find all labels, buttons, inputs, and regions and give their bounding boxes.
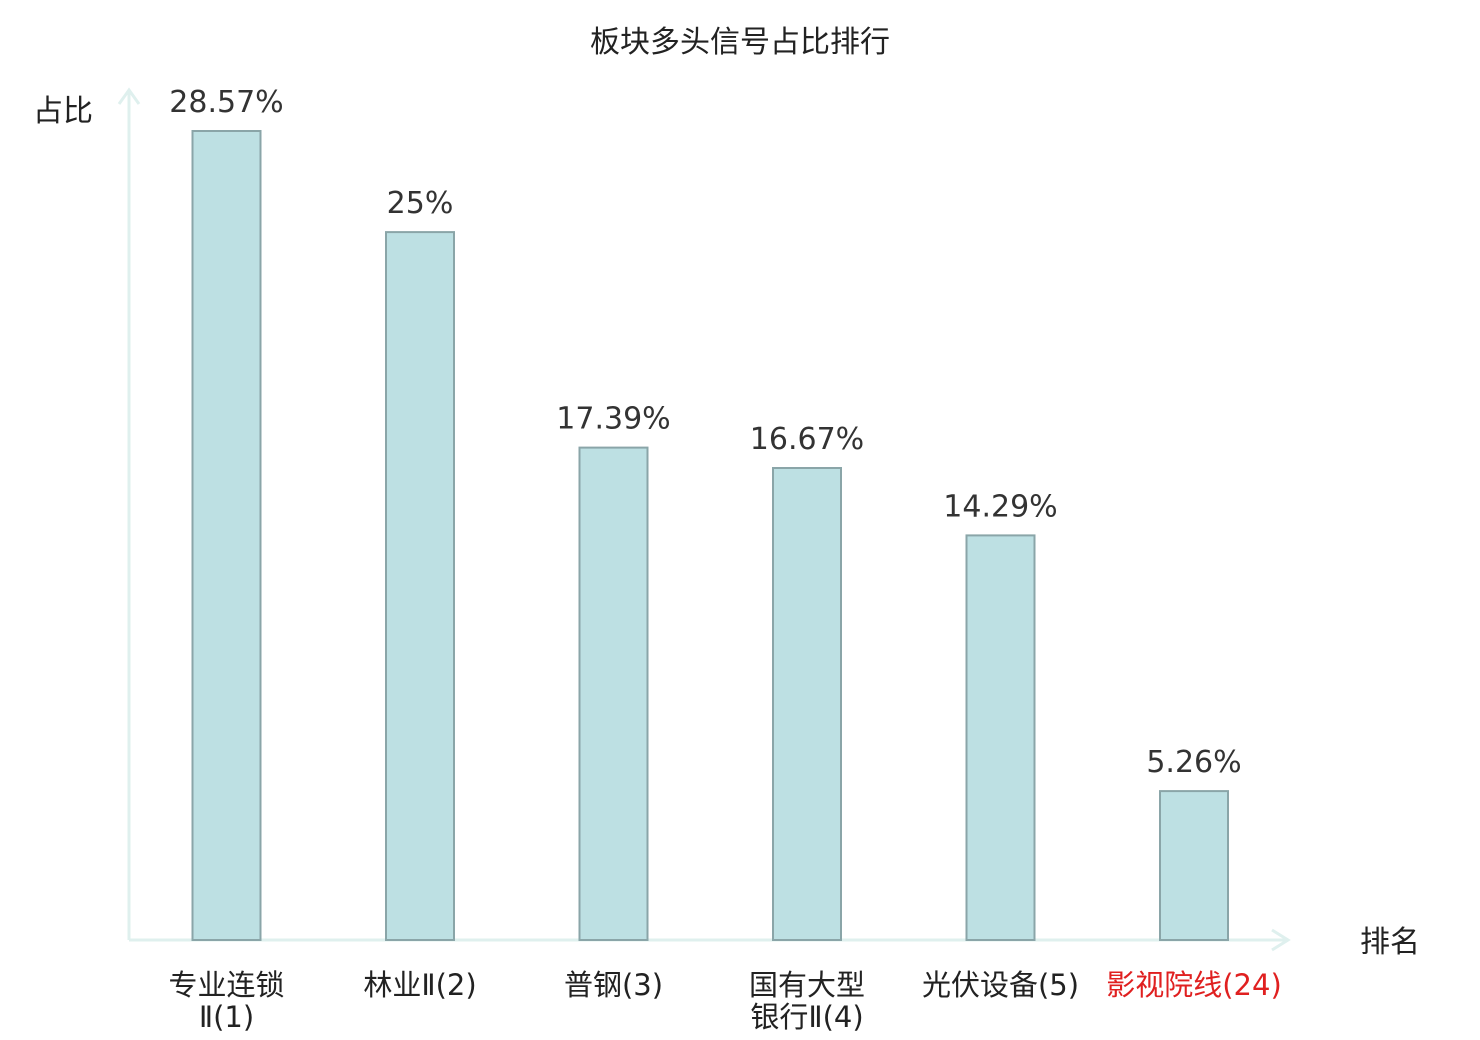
axes bbox=[117, 87, 1291, 952]
category-label: 专业连锁 bbox=[168, 968, 284, 1002]
y-axis-label: 占比 bbox=[33, 94, 93, 129]
category-label: 林业Ⅱ(2) bbox=[363, 968, 476, 1002]
chart-title: 板块多头信号占比排行 bbox=[590, 25, 890, 60]
bar bbox=[1159, 790, 1229, 941]
bar bbox=[772, 467, 842, 941]
bar-value-label: 28.57% bbox=[169, 85, 283, 120]
bar-value-label: 5.26% bbox=[1146, 745, 1241, 780]
category-label: 普钢(3) bbox=[564, 968, 663, 1002]
bar-value-label: 25% bbox=[387, 186, 454, 221]
bars-group bbox=[191, 130, 1229, 942]
bar bbox=[965, 534, 1036, 942]
category-label: Ⅱ(1) bbox=[199, 1000, 254, 1034]
bar bbox=[191, 130, 262, 941]
x-axis-label: 排名 bbox=[1360, 925, 1420, 960]
category-label: 影视院线(24) bbox=[1106, 968, 1282, 1002]
category-label: 国有大型 bbox=[749, 968, 865, 1002]
x-axis-arrow-icon bbox=[1271, 928, 1291, 952]
category-label: 银行Ⅱ(4) bbox=[750, 1000, 863, 1034]
bar bbox=[578, 446, 649, 941]
bar-value-label: 16.67% bbox=[750, 422, 864, 457]
bar-value-label: 17.39% bbox=[556, 402, 670, 437]
category-label: 光伏设备(5) bbox=[922, 968, 1079, 1002]
y-axis-arrow-icon bbox=[117, 87, 141, 105]
value-labels-group: 28.57% 25% 17.39% 16.67% 14.29% 5.26% bbox=[169, 85, 1241, 780]
bar-value-label: 14.29% bbox=[943, 489, 1057, 524]
bar bbox=[385, 231, 455, 942]
